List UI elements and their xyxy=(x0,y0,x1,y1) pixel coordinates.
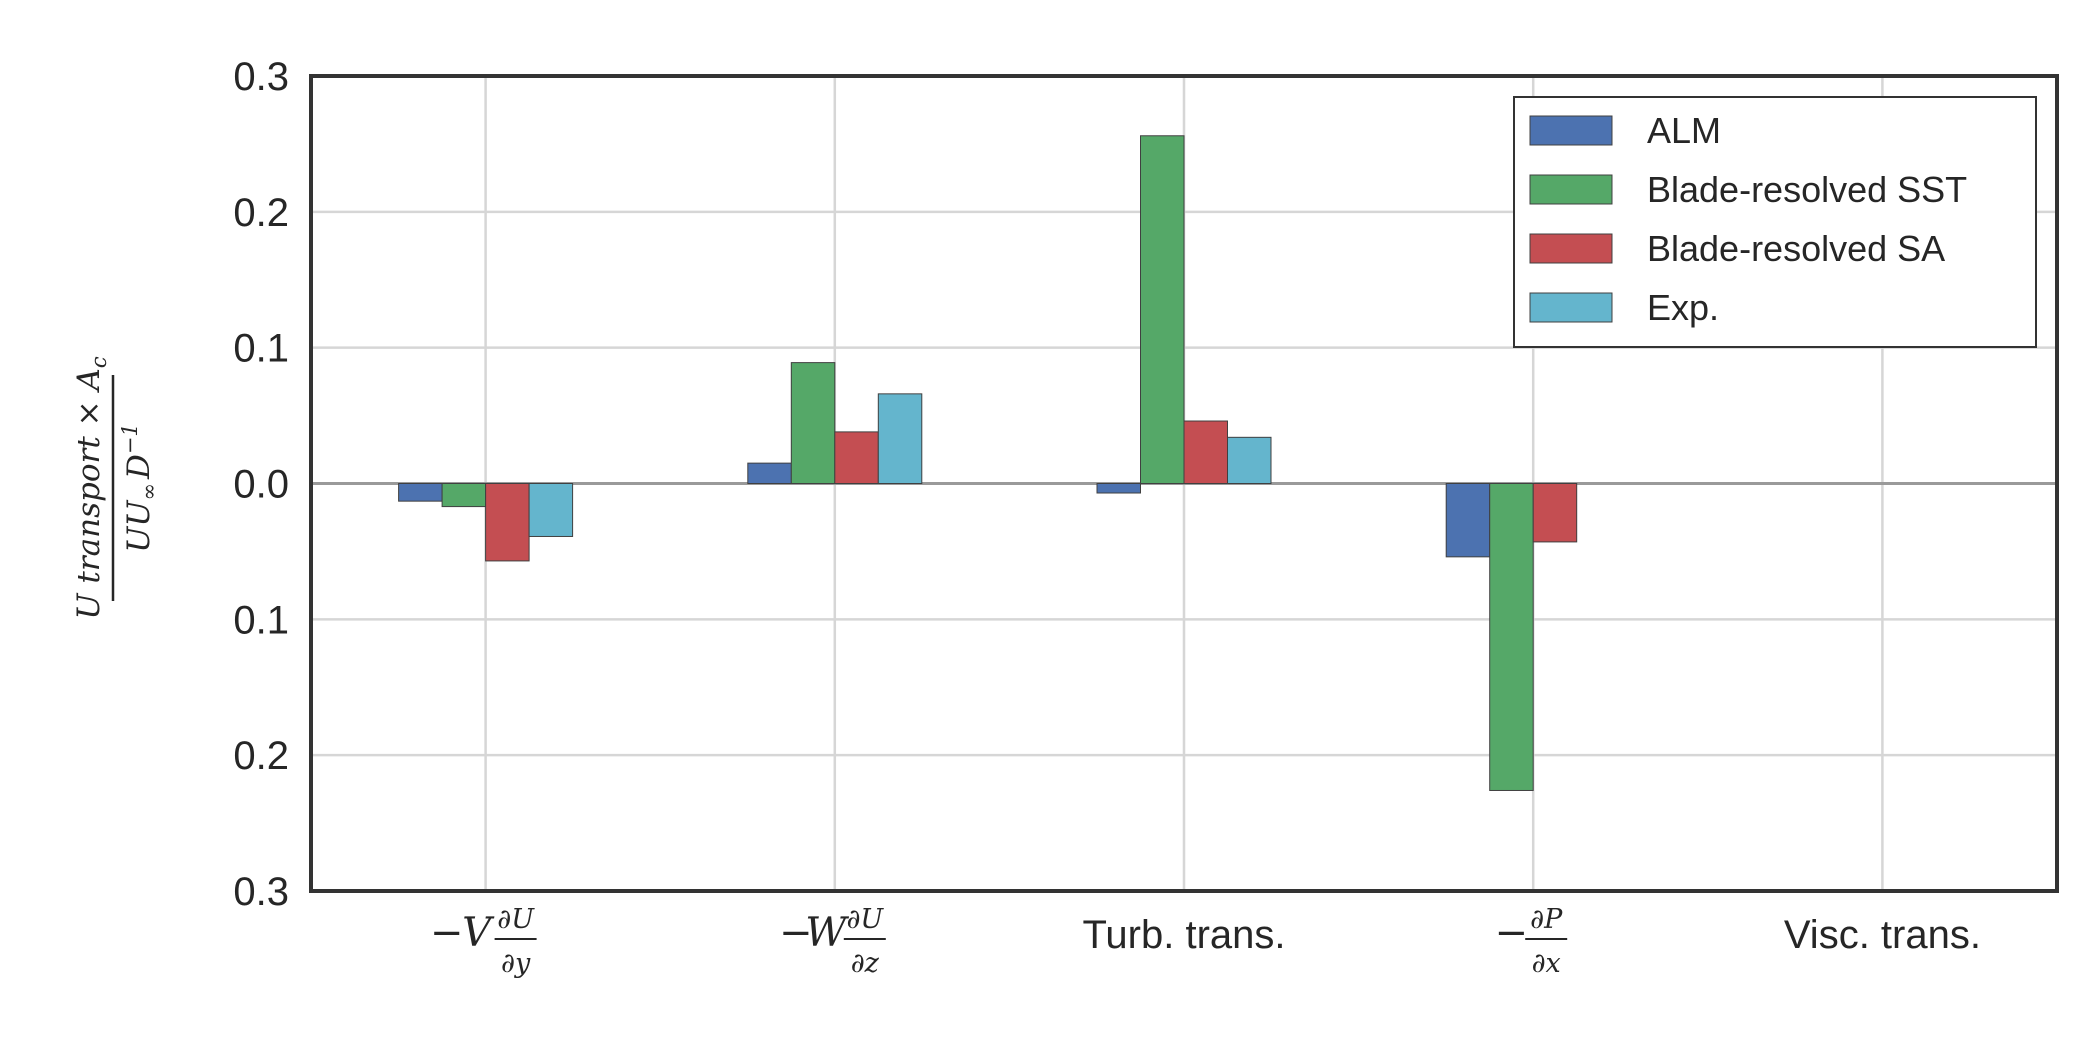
svg-text:−: − xyxy=(1494,910,1528,956)
y-tick-label: 0.3 xyxy=(233,870,289,914)
svg-text:−: − xyxy=(430,910,464,956)
bar xyxy=(1140,135,1185,484)
svg-text:∂y: ∂y xyxy=(501,948,531,979)
svg-text:∂x: ∂x xyxy=(1532,948,1561,979)
bar xyxy=(441,483,487,508)
y-tick-label: 0.2 xyxy=(233,191,289,235)
y-tick-label: 0.2 xyxy=(233,734,289,778)
x-tick-label: −W ∂U ∂z xyxy=(779,904,886,979)
legend-item[interactable]: ALM xyxy=(1529,110,1721,151)
x-tick-label: − ∂P ∂x xyxy=(1494,904,1568,979)
bar xyxy=(1445,483,1491,558)
bar xyxy=(834,431,879,484)
bar xyxy=(528,483,574,537)
y-tick-label: 0.0 xyxy=(233,463,289,507)
svg-text:−: − xyxy=(779,910,813,956)
legend-label: Blade-resolved SA xyxy=(1647,228,1945,269)
y-label-numerator: U transport × Ac xyxy=(71,356,111,619)
y-tick-label: 0.3 xyxy=(233,55,289,99)
plot-frame xyxy=(309,74,2059,893)
svg-text:∂U: ∂U xyxy=(497,904,535,935)
svg-text:W: W xyxy=(805,910,849,956)
legend-swatch xyxy=(1529,292,1613,323)
legend-swatch xyxy=(1529,174,1613,205)
bar xyxy=(1532,483,1578,543)
legend-swatch xyxy=(1529,115,1613,146)
legend-item[interactable]: Blade-resolved SA xyxy=(1529,228,1945,269)
legend-label: Blade-resolved SST xyxy=(1647,169,1967,210)
x-tick-label: −V ∂U ∂y xyxy=(430,904,537,979)
bar xyxy=(1096,483,1141,494)
legend-item[interactable]: Exp. xyxy=(1529,287,1719,328)
legend-swatch xyxy=(1529,233,1613,264)
bar xyxy=(877,393,923,485)
bar xyxy=(485,483,530,562)
bar xyxy=(1227,436,1272,485)
x-tick-label: Visc. trans. xyxy=(1784,913,1981,957)
legend[interactable]: ALM Blade-resolved SST Blade-resolved SA Ex… xyxy=(1513,96,2037,348)
y-tick-label: 0.1 xyxy=(233,598,289,642)
x-tick-label: Turb. trans. xyxy=(1082,913,1285,957)
legend-label: ALM xyxy=(1647,110,1721,151)
legend-label: Exp. xyxy=(1647,287,1719,328)
svg-text:∂P: ∂P xyxy=(1530,904,1563,935)
bar xyxy=(1183,420,1228,484)
svg-text:V: V xyxy=(462,910,495,956)
y-label-denominator: UU∞D−1 xyxy=(118,423,161,553)
svg-text:∂U: ∂U xyxy=(846,904,884,935)
bar xyxy=(1489,483,1534,791)
svg-text:∂z: ∂z xyxy=(851,948,880,979)
bar xyxy=(398,483,443,502)
bar xyxy=(790,362,836,485)
y-tick-label: 0.1 xyxy=(233,327,289,371)
bars xyxy=(398,135,1578,791)
y-tick-labels: 0.3 0.2 0.1 0.0 0.1 0.2 0.3 xyxy=(233,55,289,914)
legend-item[interactable]: Blade-resolved SST xyxy=(1529,169,1967,210)
bar xyxy=(747,462,792,484)
